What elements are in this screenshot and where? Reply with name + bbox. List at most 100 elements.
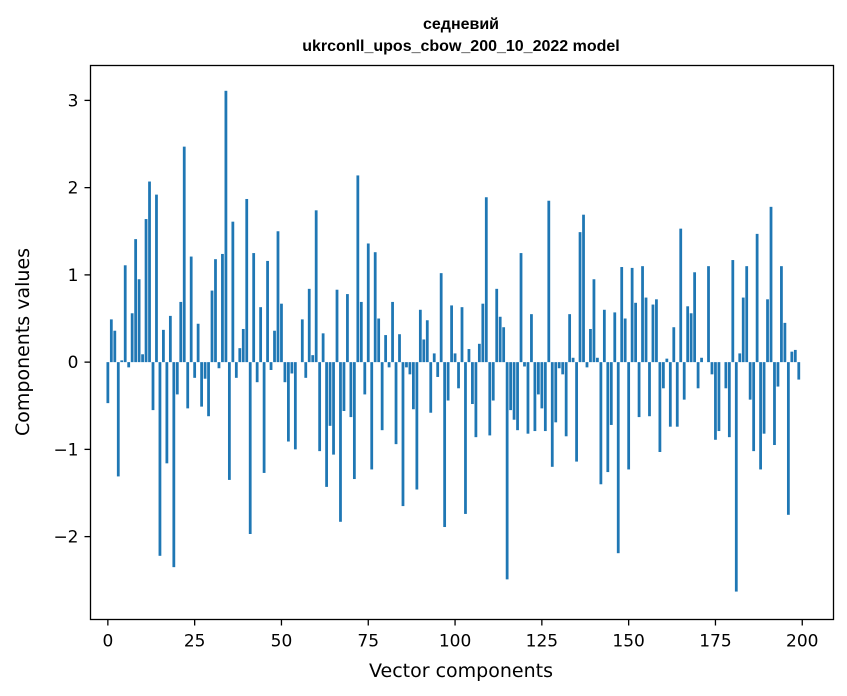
bar [158, 362, 162, 556]
bar [550, 362, 554, 467]
bar [141, 354, 144, 363]
bar [405, 362, 408, 368]
bar [679, 228, 683, 363]
bar [155, 194, 158, 363]
bar [488, 362, 492, 436]
bar [523, 362, 526, 367]
bar [734, 362, 738, 592]
bar [207, 362, 210, 417]
bar [227, 362, 231, 480]
y-tick-label: 3 [68, 91, 79, 111]
bar [130, 313, 134, 363]
bar [495, 288, 499, 363]
bar [144, 219, 148, 363]
bar [505, 362, 509, 580]
bar [460, 307, 464, 363]
bar [325, 362, 328, 487]
bar [568, 314, 572, 363]
bar [450, 305, 453, 363]
bar [655, 299, 658, 363]
bar [346, 294, 349, 363]
plot-frame [89, 64, 835, 621]
bar [200, 362, 203, 407]
bar [168, 315, 172, 363]
bar [332, 362, 335, 455]
bar [387, 362, 391, 368]
bar [280, 303, 283, 363]
bar [335, 289, 339, 363]
bar [373, 252, 377, 363]
bar [273, 330, 276, 363]
bar [741, 297, 745, 363]
y-axis-ticks: −2 −1 0 1 2 3 [53, 91, 91, 548]
bar [557, 362, 561, 369]
bar [339, 362, 342, 522]
bar [425, 320, 429, 363]
bar [415, 362, 419, 490]
bar [214, 259, 217, 363]
bar [491, 362, 495, 401]
bar [300, 319, 304, 363]
bar [290, 362, 294, 374]
bar [682, 362, 686, 400]
bar [276, 231, 280, 363]
x-axis-label: Vector components [369, 660, 553, 682]
bar [127, 362, 131, 368]
bar [578, 232, 582, 363]
bar [412, 362, 415, 410]
bar [359, 301, 363, 363]
bar [526, 362, 530, 434]
bar [179, 301, 183, 363]
bar [231, 221, 235, 363]
bar [182, 146, 186, 363]
bar [641, 266, 644, 363]
y-axis-label: Components values [12, 248, 34, 436]
bar [634, 302, 637, 363]
bar [748, 362, 752, 400]
bar [745, 266, 749, 363]
bar [543, 362, 547, 432]
bar [509, 362, 512, 411]
bar [148, 181, 151, 363]
bar [474, 362, 478, 438]
bar [418, 309, 422, 363]
bar [731, 260, 735, 363]
bar [210, 290, 214, 363]
bar-series [106, 90, 801, 592]
bar [467, 349, 471, 363]
bar [123, 265, 127, 363]
bar [318, 362, 322, 452]
bar [120, 360, 124, 363]
bar [137, 279, 141, 363]
bar [221, 253, 224, 363]
bar [384, 335, 388, 363]
bar [793, 349, 797, 363]
bar [283, 362, 287, 383]
x-axis-ticks: 0 25 50 75 100 125 150 175 200 [102, 619, 818, 652]
bar [776, 362, 780, 387]
bar [773, 362, 776, 446]
bar [738, 353, 742, 363]
bar [293, 362, 297, 450]
bar [380, 362, 384, 431]
bar [686, 306, 690, 363]
bar [707, 266, 710, 363]
bar [432, 353, 436, 363]
bar [613, 312, 617, 363]
bar [724, 362, 728, 389]
bar [162, 329, 165, 363]
bar [175, 362, 179, 395]
bar [134, 239, 138, 363]
bar [471, 362, 474, 405]
bar [766, 299, 769, 363]
x-tick-label: 75 [357, 632, 379, 652]
bar [700, 357, 703, 363]
bar [391, 301, 394, 363]
bar [630, 267, 634, 363]
bar [769, 206, 773, 363]
bar [651, 304, 655, 363]
bar [443, 362, 447, 528]
bar [422, 339, 426, 363]
bar [304, 362, 308, 378]
bar [512, 362, 516, 420]
